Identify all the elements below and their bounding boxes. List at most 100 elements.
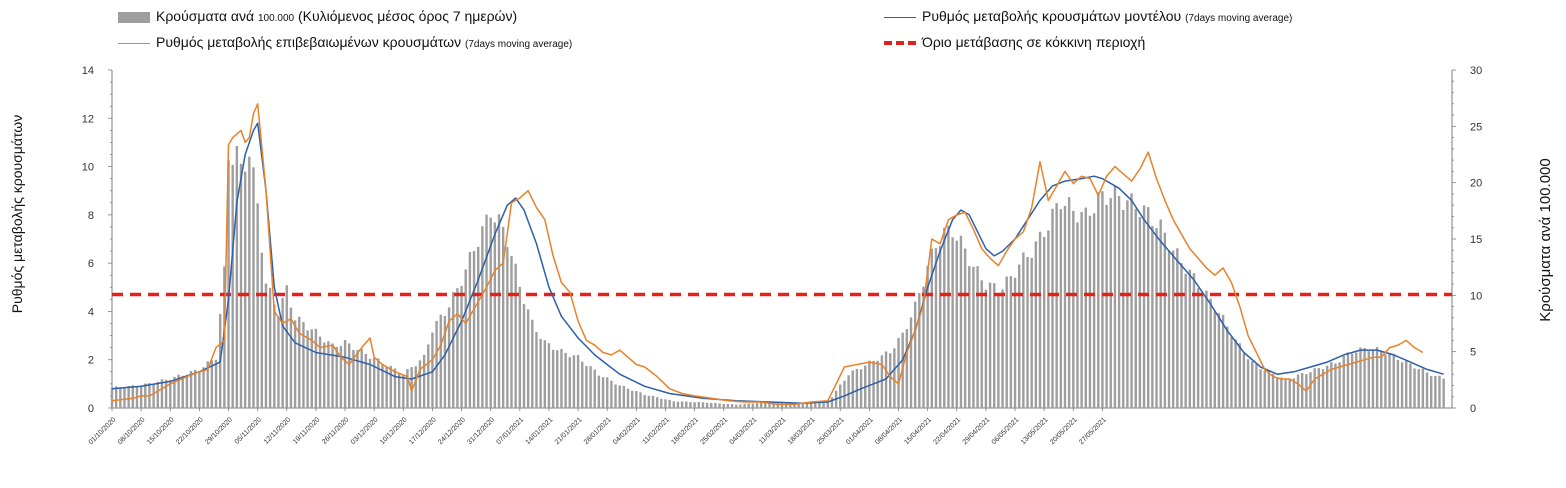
bar (597, 375, 601, 408)
x-tick-label: 08/10/2020 (117, 416, 147, 446)
bar (764, 402, 767, 408)
bar (418, 360, 422, 408)
bar (235, 146, 239, 408)
x-tick-label: 25/02/2021 (699, 416, 729, 446)
bar (323, 342, 326, 408)
x-tick-label: 04/03/2021 (729, 416, 759, 446)
bar (797, 403, 800, 408)
bar (693, 402, 696, 408)
bar (1396, 359, 1400, 408)
bar (1259, 369, 1262, 408)
y-tick-label: 10 (82, 162, 94, 174)
bar (639, 392, 642, 408)
bar (576, 354, 580, 408)
bar (672, 401, 676, 408)
bar (1047, 230, 1050, 408)
legend-confirmed-label: Ρυθμός μεταβολής επιβεβαιωμένων κρουσμάτ… (156, 34, 462, 50)
bar (1159, 219, 1162, 408)
bar (1217, 313, 1221, 408)
y-tick-label: 6 (88, 258, 94, 270)
y-tick-label: 14 (82, 65, 94, 77)
x-tick-label: 14/01/2021 (525, 416, 555, 446)
bar (1442, 378, 1445, 408)
bar (822, 402, 825, 408)
legend-model-swatch (884, 16, 916, 18)
bar (697, 401, 700, 408)
bar (1226, 326, 1229, 408)
x-tick-label: 24/12/2020 (437, 416, 467, 446)
y2-tick-label: 20 (1470, 178, 1482, 190)
bar (389, 365, 393, 408)
bar (1067, 197, 1071, 408)
legend-threshold-swatch (884, 41, 916, 46)
legend-bar-swatch (118, 11, 150, 23)
legend-model-label: Ρυθμός μεταβολής κρουσμάτων μοντέλου (922, 8, 1182, 24)
bar (1284, 378, 1287, 408)
legend-bars-label: Κρούσματα ανά (156, 8, 255, 24)
bar (214, 359, 218, 408)
bar (131, 385, 135, 408)
bar (818, 402, 821, 408)
bar (1434, 376, 1437, 408)
bar (1425, 372, 1429, 408)
bar (951, 237, 954, 408)
bar (406, 369, 409, 408)
bar (422, 354, 426, 408)
bar (589, 366, 592, 408)
bar (431, 332, 434, 408)
bar (1417, 369, 1420, 408)
bar (252, 167, 255, 408)
bar (227, 160, 230, 408)
bar (1209, 298, 1212, 408)
bar (302, 322, 305, 408)
bar (635, 391, 638, 408)
bar (194, 370, 197, 408)
bar (1018, 264, 1021, 408)
bar (397, 373, 401, 408)
bar (572, 355, 576, 408)
bar (485, 214, 488, 408)
bar (789, 403, 792, 408)
y2-tick-label: 0 (1470, 403, 1476, 415)
bar (443, 316, 447, 408)
bar (776, 402, 780, 408)
bar (1238, 343, 1241, 408)
bar (514, 263, 517, 408)
bar (1051, 208, 1054, 408)
bar (360, 348, 363, 408)
bar (1338, 362, 1341, 408)
bar (1342, 355, 1346, 408)
bar (888, 353, 892, 408)
model-rate-line (111, 122, 1444, 404)
bar (968, 266, 971, 408)
bar (1097, 192, 1100, 408)
y2-tick-label: 15 (1470, 234, 1482, 246)
bar (793, 403, 796, 408)
bar (1088, 215, 1092, 408)
bar (202, 367, 205, 408)
bar (402, 374, 405, 408)
x-tick-label: 08/04/2021 (874, 416, 904, 446)
bar (243, 171, 247, 408)
bar (926, 265, 929, 408)
bar (1126, 200, 1129, 408)
y-tick-label: 0 (88, 403, 94, 415)
legend-bars-label-rest: (Κυλιόμενος μέσος όρος 7 ημερών) (298, 8, 518, 24)
bar (759, 402, 763, 408)
bar (173, 376, 176, 408)
bar (206, 361, 209, 408)
bar (522, 304, 526, 408)
bar (814, 403, 817, 408)
bar (1276, 377, 1279, 408)
bar (647, 395, 651, 408)
bar (526, 309, 530, 408)
bar (909, 317, 913, 408)
bar (547, 343, 551, 408)
x-tick-label: 22/04/2021 (932, 416, 962, 446)
bar (327, 341, 330, 408)
bar (976, 266, 979, 408)
bar (285, 285, 288, 408)
bar (743, 403, 746, 408)
bar (1367, 351, 1370, 408)
bar (984, 289, 988, 408)
